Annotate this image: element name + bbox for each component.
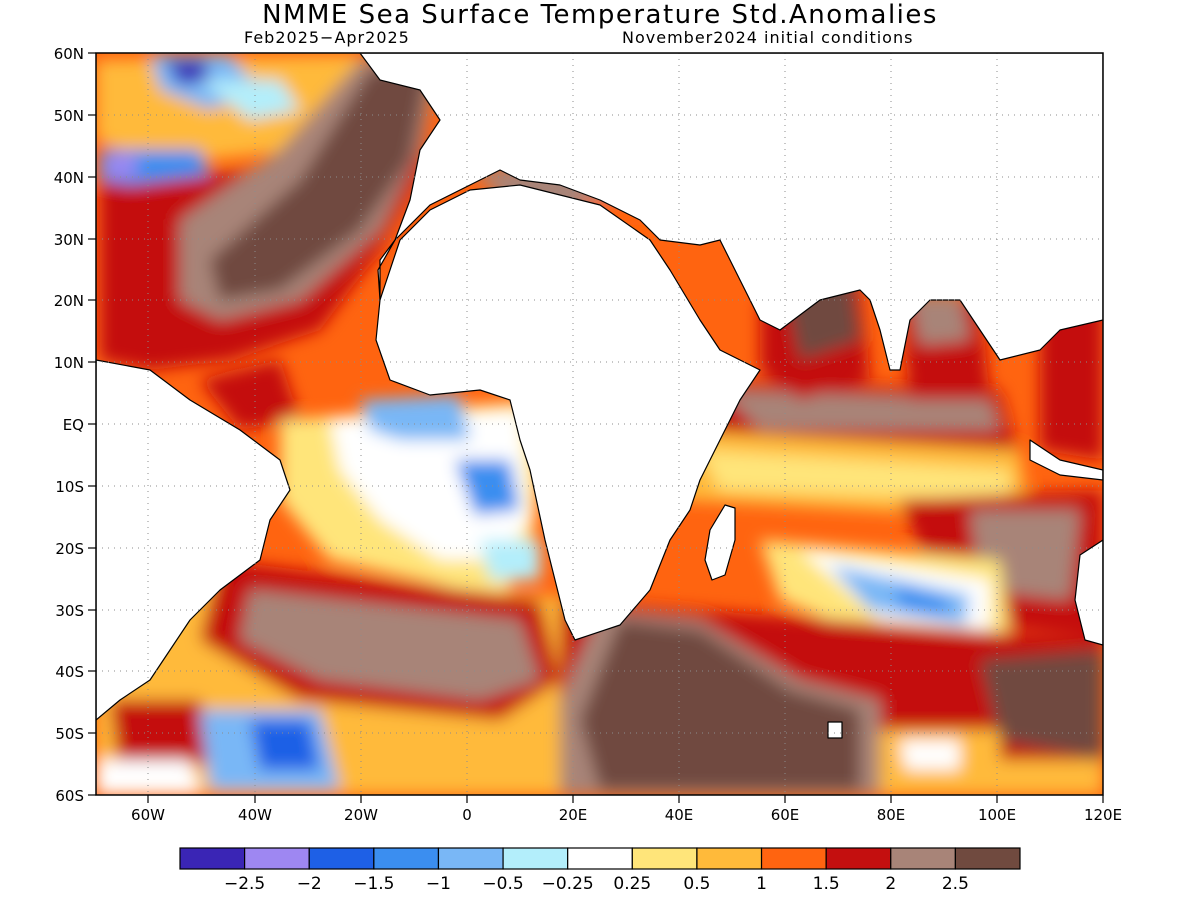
lat-label: 30S xyxy=(55,602,84,620)
forecast-period: Feb2025−Apr2025 xyxy=(244,28,410,47)
lat-label: 60S xyxy=(55,787,84,805)
colorbar-swatch xyxy=(631,847,698,870)
land-masses xyxy=(96,53,1103,739)
colorbar-swatch xyxy=(308,847,375,870)
axis-ticks xyxy=(88,52,1104,803)
colorbar-label: 2.5 xyxy=(942,874,969,894)
colorbar-swatch xyxy=(437,847,504,870)
colorbar-label: −2.5 xyxy=(224,874,265,894)
lon-label: 40E xyxy=(665,806,694,824)
lat-label: 60N xyxy=(54,45,84,63)
colorbar-swatch xyxy=(567,847,633,870)
lat-label: 30N xyxy=(54,231,84,249)
lat-label: 50S xyxy=(55,725,84,743)
longitude-labels: 60W 40W 20W 0 20E 40E 60E 80E 100E 120E xyxy=(131,806,1122,824)
colorbar-swatch xyxy=(760,847,827,870)
lon-label: 20W xyxy=(344,806,378,824)
lon-label: 40W xyxy=(238,806,272,824)
colorbar-swatch xyxy=(696,847,763,870)
map-title: NMME Sea Surface Temperature Std.Anomali… xyxy=(262,0,938,30)
lat-label: 10S xyxy=(55,478,84,496)
lon-label: 20E xyxy=(559,806,588,824)
lon-label: 60E xyxy=(771,806,800,824)
lat-label: 10N xyxy=(54,354,84,372)
lat-label: 20S xyxy=(55,540,84,558)
colorbar-label: −1.5 xyxy=(353,874,394,894)
colorbar-label: 2 xyxy=(885,874,896,894)
lat-label: 20N xyxy=(54,292,84,310)
colorbar-swatch xyxy=(373,847,440,870)
initial-conditions: November2024 initial conditions xyxy=(622,28,914,47)
lon-label: 80E xyxy=(877,806,906,824)
lon-label: 120E xyxy=(1084,806,1122,824)
colorbar-swatch xyxy=(825,847,892,870)
colorbar-swatch xyxy=(890,847,956,870)
graticule xyxy=(96,53,1103,795)
latitude-labels: 60N 50N 40N 30N 20N 10N EQ 10S 20S 30S 4… xyxy=(54,45,84,805)
colorbar-label: −0.25 xyxy=(542,874,594,894)
colorbar-swatch xyxy=(954,847,1021,870)
colorbar-label: −2 xyxy=(297,874,322,894)
lon-label: 60W xyxy=(131,806,165,824)
lat-label: 50N xyxy=(54,107,84,125)
lon-label: 0 xyxy=(462,806,472,824)
sst-anomaly-field xyxy=(96,53,1103,795)
lat-label: 40S xyxy=(55,663,84,681)
colorbar-label: 0.25 xyxy=(613,874,651,894)
lat-label: EQ xyxy=(63,416,84,434)
colorbar-label: 1 xyxy=(756,874,767,894)
colorbar-label: −1 xyxy=(426,874,451,894)
colorbar: −2.5 −2 −1.5 −1 −0.5 −0.25 0.25 0.5 1 1.5 2 2.5 xyxy=(179,847,1021,894)
colorbar-swatch xyxy=(244,847,310,870)
lon-label: 100E xyxy=(978,806,1016,824)
lat-label: 40N xyxy=(54,169,84,187)
colorbar-label: 0.5 xyxy=(683,874,710,894)
colorbar-label: 1.5 xyxy=(813,874,840,894)
colorbar-label: −0.5 xyxy=(482,874,523,894)
colorbar-swatch xyxy=(502,847,569,870)
colorbar-swatch xyxy=(179,847,246,870)
